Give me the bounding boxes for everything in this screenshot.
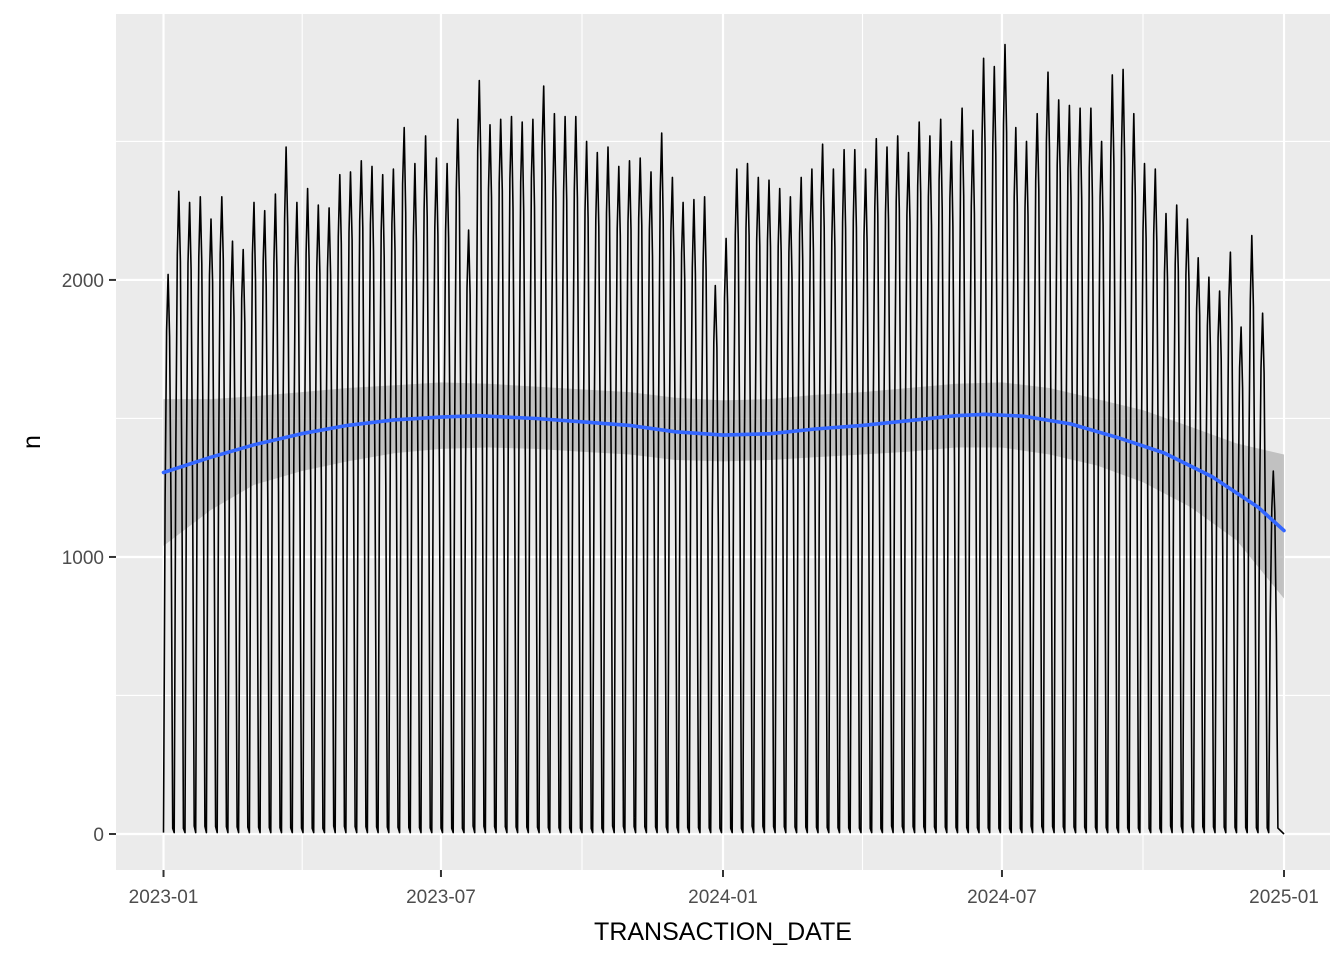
y-tick-label: 1000 — [62, 548, 104, 569]
x-tick-label: 2023-01 — [129, 887, 199, 908]
smooth-line-layer — [161, 412, 1286, 533]
y-tick-label: 0 — [93, 825, 104, 846]
tick-labels: 2023-01 2023-07 2024-01 2024-07 2025-01 0 1000… — [62, 271, 1319, 908]
smooth-fit-line — [161, 412, 1286, 533]
daily-series-layer — [162, 43, 1285, 835]
x-tick-label: 2025-01 — [1249, 887, 1319, 908]
x-tick-label: 2024-07 — [967, 887, 1037, 908]
x-axis-title: TRANSACTION_DATE — [594, 918, 852, 946]
y-tick-label: 2000 — [62, 271, 104, 292]
axis-ticks — [109, 278, 1286, 877]
y-axis-title: n — [18, 435, 46, 449]
x-tick-label: 2024-01 — [688, 887, 758, 908]
series-daily-n — [162, 43, 1285, 835]
x-tick-label: 2023-07 — [406, 887, 476, 908]
